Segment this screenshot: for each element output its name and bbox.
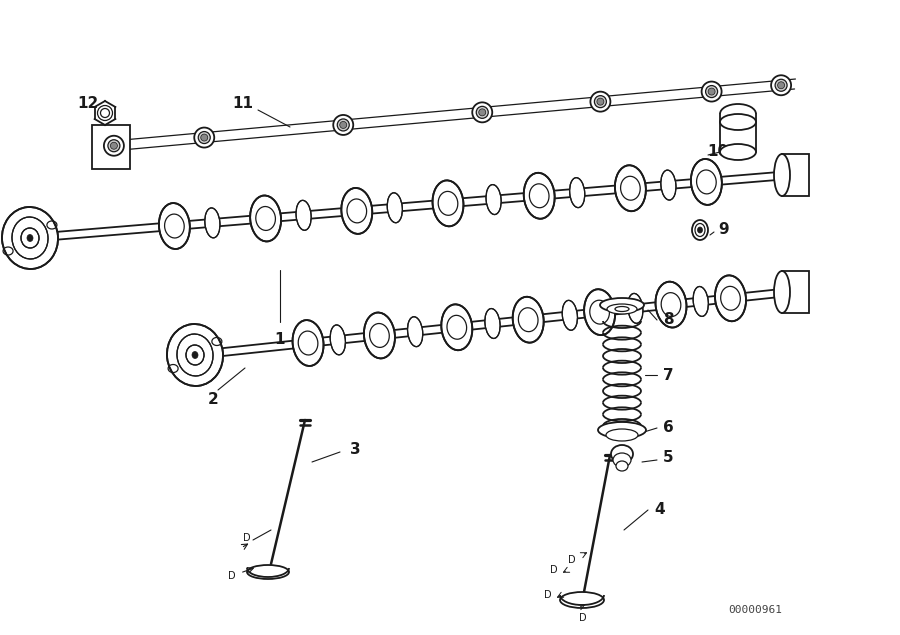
Ellipse shape [597, 98, 604, 105]
Ellipse shape [693, 286, 708, 316]
Ellipse shape [715, 276, 746, 321]
Ellipse shape [167, 324, 223, 386]
Text: 4: 4 [654, 502, 665, 518]
Text: D: D [568, 555, 576, 565]
Ellipse shape [441, 304, 472, 351]
Text: 9: 9 [719, 222, 729, 237]
Text: 7: 7 [662, 368, 673, 382]
Text: 10: 10 [707, 145, 729, 159]
Ellipse shape [340, 121, 346, 128]
Ellipse shape [562, 300, 578, 330]
Ellipse shape [108, 140, 120, 152]
Ellipse shape [364, 312, 395, 358]
Ellipse shape [720, 144, 756, 160]
Ellipse shape [387, 193, 402, 223]
Ellipse shape [771, 76, 791, 95]
Ellipse shape [616, 461, 628, 471]
Ellipse shape [774, 154, 790, 196]
Ellipse shape [292, 320, 324, 366]
Ellipse shape [513, 297, 544, 343]
Ellipse shape [333, 115, 353, 135]
Ellipse shape [615, 307, 629, 312]
Ellipse shape [338, 119, 349, 131]
Ellipse shape [341, 188, 373, 234]
Ellipse shape [594, 96, 607, 108]
Ellipse shape [250, 196, 281, 241]
Text: 1: 1 [274, 333, 285, 347]
Text: D: D [580, 613, 587, 623]
Ellipse shape [611, 445, 633, 463]
Ellipse shape [584, 289, 615, 335]
Ellipse shape [600, 298, 644, 312]
Ellipse shape [706, 86, 717, 98]
Text: 6: 6 [662, 420, 673, 436]
Polygon shape [782, 271, 809, 313]
Text: 5: 5 [662, 450, 673, 465]
Ellipse shape [661, 170, 676, 200]
Ellipse shape [720, 114, 756, 130]
Ellipse shape [627, 293, 643, 323]
Ellipse shape [615, 165, 646, 211]
Ellipse shape [691, 159, 722, 205]
Ellipse shape [101, 109, 110, 117]
Ellipse shape [201, 134, 208, 141]
Ellipse shape [607, 304, 637, 314]
Ellipse shape [2, 207, 58, 269]
Ellipse shape [590, 91, 610, 112]
Ellipse shape [27, 234, 33, 241]
Ellipse shape [472, 102, 492, 123]
Ellipse shape [485, 309, 500, 338]
Ellipse shape [198, 131, 211, 144]
Ellipse shape [12, 217, 48, 259]
Ellipse shape [476, 106, 489, 118]
Ellipse shape [606, 429, 638, 441]
Text: D: D [229, 571, 236, 581]
Ellipse shape [177, 334, 213, 376]
Ellipse shape [205, 208, 220, 238]
Text: 8: 8 [662, 312, 673, 328]
Ellipse shape [778, 82, 785, 89]
Ellipse shape [524, 173, 554, 218]
Ellipse shape [186, 345, 204, 365]
Ellipse shape [695, 224, 705, 236]
Ellipse shape [330, 325, 346, 355]
Text: 12: 12 [77, 95, 99, 110]
Ellipse shape [247, 565, 289, 579]
Ellipse shape [408, 317, 423, 347]
Ellipse shape [702, 81, 722, 102]
Polygon shape [782, 154, 809, 196]
Ellipse shape [613, 453, 631, 467]
Text: 11: 11 [232, 95, 254, 110]
Polygon shape [92, 125, 130, 169]
Ellipse shape [775, 79, 788, 91]
Text: D: D [550, 565, 558, 575]
Ellipse shape [560, 592, 604, 608]
Text: D: D [544, 590, 552, 600]
Ellipse shape [598, 422, 646, 438]
Ellipse shape [159, 203, 190, 249]
Text: D: D [243, 533, 251, 543]
Ellipse shape [21, 228, 39, 248]
Ellipse shape [433, 180, 464, 226]
Ellipse shape [655, 282, 687, 328]
Ellipse shape [296, 201, 311, 231]
Ellipse shape [774, 271, 790, 313]
Ellipse shape [708, 88, 716, 95]
Ellipse shape [104, 136, 124, 156]
Ellipse shape [570, 178, 585, 208]
Ellipse shape [194, 128, 214, 147]
Ellipse shape [192, 352, 198, 359]
Text: 3: 3 [350, 443, 360, 457]
Ellipse shape [486, 185, 501, 215]
Ellipse shape [111, 142, 117, 149]
Ellipse shape [698, 227, 703, 233]
Ellipse shape [692, 220, 708, 240]
Ellipse shape [97, 105, 112, 121]
Text: 00000961: 00000961 [728, 605, 782, 615]
Text: 2: 2 [208, 392, 219, 408]
Ellipse shape [479, 109, 486, 116]
